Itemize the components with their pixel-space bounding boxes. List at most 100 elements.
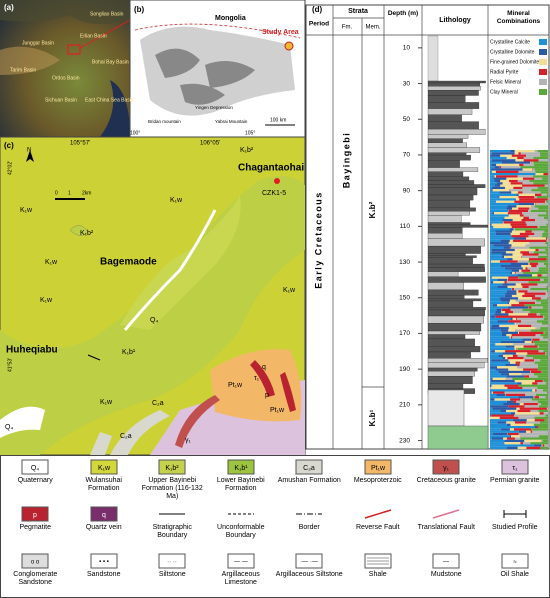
mineral-bar <box>501 161 531 164</box>
mineral-bar <box>492 212 495 215</box>
unit-label: K₁w <box>283 287 296 294</box>
mineral-bar <box>490 320 498 323</box>
mineral-bar <box>544 419 548 422</box>
mineral-bar <box>543 412 548 415</box>
mineral-bar <box>490 416 500 420</box>
mineral-bar <box>541 274 548 277</box>
mineral-bar <box>515 299 537 302</box>
lithology-layer <box>427 295 465 299</box>
mineral-bar <box>516 290 519 293</box>
mineral-bar <box>511 235 529 238</box>
mineral-bar <box>490 244 494 247</box>
mineral-bar <box>490 168 523 171</box>
legend-item: Studied Profile <box>481 503 550 550</box>
mineral-bar <box>509 246 511 249</box>
mineral-bar <box>490 267 505 270</box>
mineral-bar <box>490 432 493 436</box>
mineral-bar <box>519 276 548 279</box>
mineral-bar <box>492 324 500 328</box>
mineral-bar <box>530 370 542 374</box>
mineral-bar <box>502 219 513 222</box>
north-arrow <box>26 150 34 162</box>
mineral-bar <box>518 331 544 334</box>
mineral-bar <box>514 345 524 348</box>
header: Fm. <box>342 25 353 31</box>
mineral-bar <box>490 191 500 194</box>
mineral-bar <box>531 297 541 300</box>
mineral-bar <box>531 324 548 328</box>
mineral-bar <box>521 219 536 222</box>
lithology-layer <box>427 35 439 82</box>
legend-swatch: Pt₁w <box>364 459 392 475</box>
quaternary <box>0 406 45 438</box>
mineral-bar <box>490 350 492 353</box>
mineral-bar <box>521 373 534 376</box>
mineral-bar <box>490 246 504 249</box>
legend-item: Border <box>275 503 344 550</box>
legend-swatch <box>159 513 186 515</box>
mineral-bar <box>530 442 548 445</box>
depth-tick-label: 230 <box>399 437 410 444</box>
mineral-bar <box>545 248 548 252</box>
mineral-bar <box>501 334 507 337</box>
mineral-legend-label: Felsic Mineral <box>490 79 521 85</box>
mineral-bar <box>516 366 538 369</box>
mineral-bar <box>518 202 535 206</box>
legend-item: Shale <box>344 550 413 597</box>
mineral-bar <box>536 327 541 330</box>
legend-label: Argillaceous Siltstone <box>275 571 343 578</box>
mineral-bar <box>490 281 494 284</box>
mineral-bar <box>490 334 502 337</box>
mineral-bar <box>490 304 493 307</box>
mineral-bar <box>528 306 532 309</box>
mineral-bar <box>522 191 541 194</box>
mineral-bar <box>490 331 502 334</box>
mineral-bar <box>546 223 548 226</box>
mineral-bar <box>524 375 530 378</box>
legend-item: ·· ·· Siltstone <box>138 550 207 597</box>
header: Depth (m) <box>387 10 419 17</box>
mineral-bar <box>540 359 548 362</box>
mineral-bar <box>490 242 509 245</box>
mineral-bar <box>528 260 548 263</box>
mineral-bar <box>495 170 519 173</box>
mineral-bar <box>540 301 548 305</box>
k1b2-zone <box>120 195 241 330</box>
depth-tick-label: 130 <box>399 259 410 266</box>
study-area <box>284 41 294 51</box>
mineral-bar <box>536 320 548 323</box>
mineral-bar <box>540 439 543 443</box>
mineral-bar <box>539 225 548 229</box>
depth-tick-label: 150 <box>399 294 410 301</box>
mineral-bar <box>512 207 519 210</box>
mineral-bar <box>544 184 548 187</box>
mineral-bar <box>545 292 548 295</box>
mineral-bar <box>490 278 498 282</box>
mineral-bar <box>510 262 529 265</box>
mineral-bar <box>516 198 520 201</box>
lithology-layer <box>427 289 479 296</box>
mineral-bar <box>531 340 534 344</box>
mineral-bar <box>490 306 508 309</box>
mineral-bar <box>491 170 496 173</box>
mineral-bar <box>529 375 538 378</box>
legend-item: Pt₁w Mesoproterzoic <box>344 456 413 503</box>
mineral-bar <box>539 412 544 415</box>
mineral-bar <box>490 352 503 355</box>
mineral-bar <box>497 278 508 282</box>
legend-code: Pt₁w <box>371 465 386 472</box>
mineral-bar <box>519 407 547 410</box>
mineral-bar <box>490 375 507 378</box>
mineral-bar <box>534 150 538 153</box>
mineral-bar <box>527 290 547 293</box>
lithology-layer <box>427 90 479 96</box>
mineral-bar <box>500 184 523 187</box>
mineral-legend-swatch <box>539 79 547 85</box>
mineral-bar <box>532 168 533 171</box>
mineral-bar <box>538 214 548 217</box>
mineral-bar <box>529 262 539 265</box>
mineral-bar <box>529 207 539 210</box>
mineral-bar <box>534 359 541 362</box>
unit-label: Pt₁w <box>228 382 243 389</box>
mineral-bar <box>545 396 548 399</box>
